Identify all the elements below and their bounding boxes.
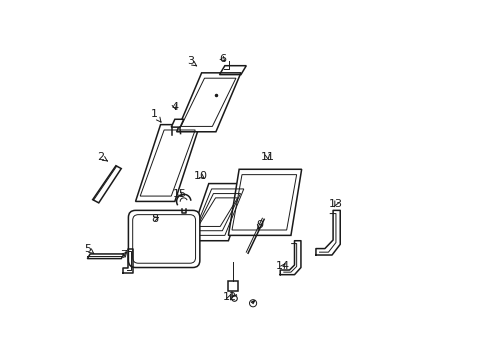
- Text: 13: 13: [328, 199, 342, 209]
- Polygon shape: [135, 125, 200, 202]
- Polygon shape: [87, 254, 124, 258]
- Text: 14: 14: [275, 261, 289, 271]
- Text: 9: 9: [255, 220, 263, 230]
- Polygon shape: [176, 73, 241, 132]
- Polygon shape: [189, 184, 247, 241]
- Polygon shape: [228, 169, 301, 235]
- Bar: [228, 282, 238, 292]
- Text: 10: 10: [193, 171, 207, 181]
- Text: 8: 8: [151, 213, 159, 224]
- Polygon shape: [93, 166, 121, 203]
- FancyBboxPatch shape: [128, 210, 200, 267]
- Text: 7: 7: [121, 250, 127, 260]
- Text: 12: 12: [222, 292, 236, 302]
- Text: 2: 2: [97, 152, 107, 162]
- Text: 3: 3: [186, 57, 196, 66]
- Text: 1: 1: [151, 109, 161, 122]
- Text: 5: 5: [83, 244, 94, 253]
- Text: 6: 6: [219, 54, 225, 64]
- Polygon shape: [171, 119, 183, 127]
- Text: 4: 4: [171, 102, 178, 112]
- Text: 11: 11: [260, 152, 274, 162]
- Text: 15: 15: [172, 189, 186, 199]
